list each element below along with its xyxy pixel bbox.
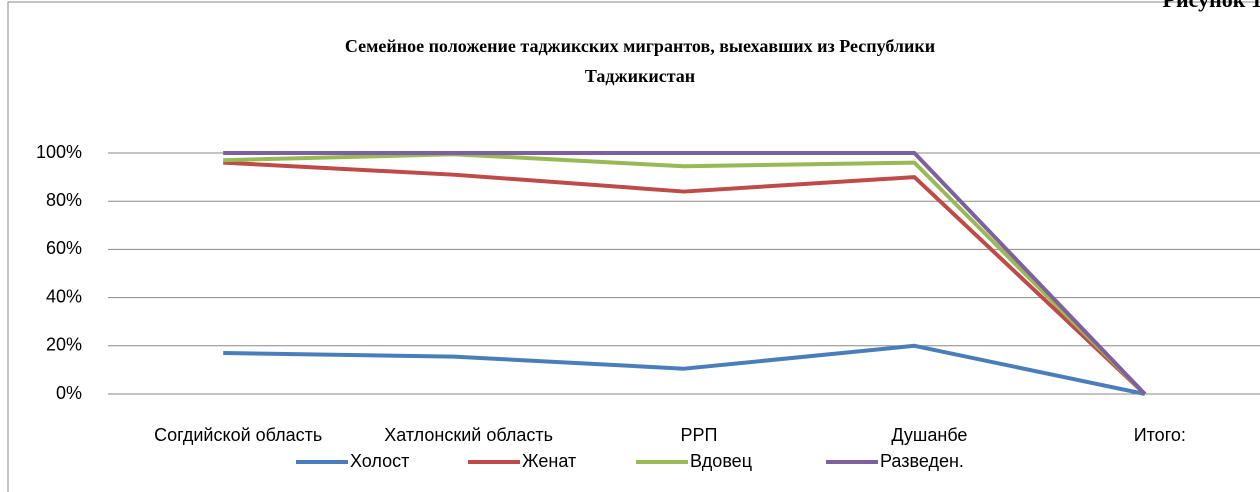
legend-label: Женат bbox=[522, 451, 576, 471]
line-series bbox=[223, 152, 1147, 396]
legend-label: Вдовец bbox=[690, 451, 752, 471]
chart-title: Таджикистан bbox=[585, 66, 695, 86]
chart-border bbox=[7, 1, 1260, 492]
y-tick-label: 40% bbox=[46, 286, 82, 306]
chart-title: Семейное положение таджикских мигрантов,… bbox=[345, 36, 935, 56]
x-tick-label: Хатлонский область bbox=[384, 425, 553, 445]
y-tick-label: 0% bbox=[56, 383, 82, 403]
line-series bbox=[223, 343, 1146, 396]
y-tick-label: 80% bbox=[46, 190, 82, 210]
figure-label: Рисунок 1 bbox=[1163, 0, 1260, 12]
y-tick-label: 60% bbox=[46, 238, 82, 258]
y-tick-label: 100% bbox=[36, 142, 82, 162]
line-series bbox=[223, 160, 1147, 396]
x-tick-label: РРП bbox=[681, 425, 718, 445]
x-tick-label: Итого: bbox=[1134, 425, 1186, 445]
x-tick-label: Душанбе bbox=[891, 425, 967, 445]
line-series bbox=[223, 151, 1147, 396]
legend-label: Холост bbox=[350, 451, 409, 471]
legend-label: Разведен. bbox=[880, 451, 964, 471]
x-tick-label: Согдийской область bbox=[154, 425, 322, 445]
y-tick-label: 20% bbox=[46, 335, 82, 355]
